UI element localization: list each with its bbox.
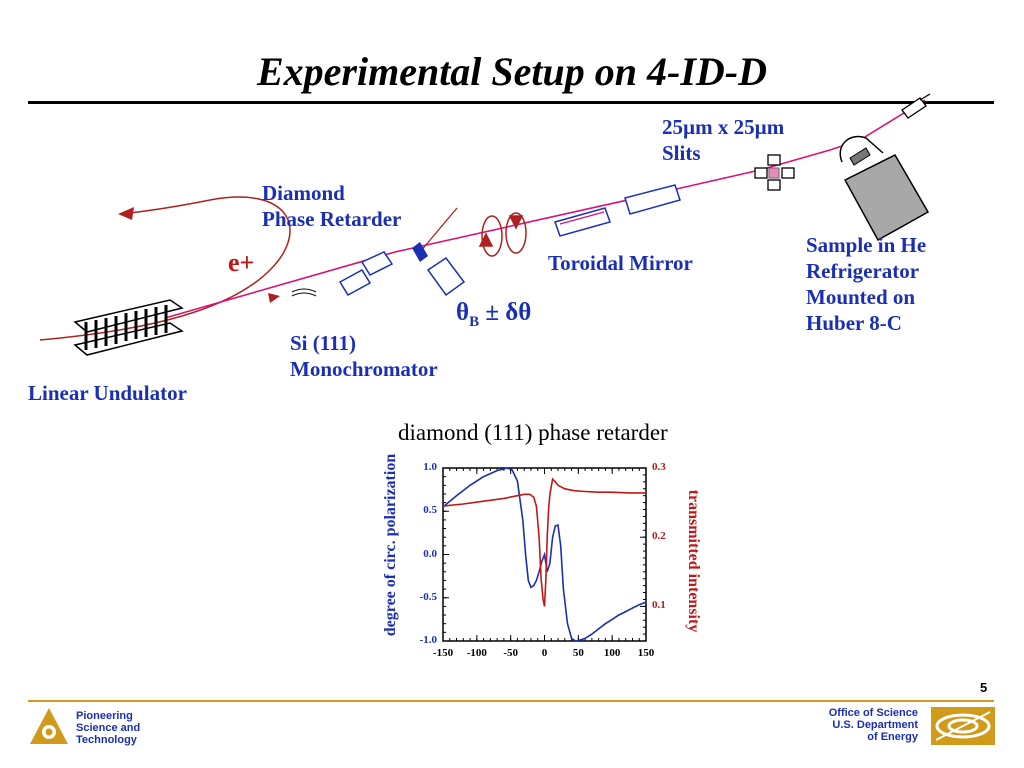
x-tick-label: 50 — [572, 647, 584, 659]
y-tick-label-right: 0.2 — [652, 530, 666, 543]
sample-label-line4: Huber 8-C — [806, 311, 902, 335]
beamline-diagram — [39, 93, 931, 356]
orbit-arrow-tip — [118, 207, 134, 220]
series-circular-polarization — [442, 467, 647, 642]
undulator-icon — [73, 299, 184, 356]
theta-symbol: θ — [456, 299, 470, 326]
slits-icon — [754, 154, 795, 191]
footer-left-line1: Pioneering — [76, 710, 133, 722]
y-tick-label-left: 0.5 — [423, 504, 437, 517]
y-tick-label-left: 0.0 — [423, 547, 437, 560]
positron-label: e+ — [228, 248, 255, 277]
y-tick-label-right: 0.1 — [652, 599, 666, 612]
argonne-logo-icon — [30, 708, 68, 744]
diamond-crystal-icon — [412, 242, 428, 262]
x-tick-label: 0 — [541, 647, 548, 659]
footer-right-text: Office of Science U.S. Department of Ene… — [818, 707, 918, 743]
chart-ylabel-left: degree of circ. polarization — [382, 453, 399, 637]
retarder-detector-icon — [426, 256, 466, 297]
monochromator-crystals-icon — [338, 251, 394, 296]
footer-left-line2: Science and — [76, 722, 141, 734]
undulator-label: Linear Undulator — [28, 381, 187, 405]
x-tick-label: -50 — [503, 647, 518, 659]
sample-label-line2: Refrigerator — [806, 259, 920, 283]
page-number: 5 — [980, 680, 988, 695]
chart-tick-marks — [442, 467, 647, 642]
detector-icon — [901, 93, 931, 119]
x-tick-label: -150 — [432, 647, 454, 659]
si-label-line1: Si (111) — [290, 331, 356, 355]
y-tick-label-left: -1.0 — [419, 634, 437, 646]
refrigerator-icon — [839, 135, 930, 242]
x-tick-label: 150 — [637, 647, 655, 659]
retarder-pointer — [419, 207, 458, 253]
y-tick-label-left: -0.5 — [419, 590, 437, 603]
series-transmitted-intensity — [442, 477, 646, 607]
footer-right-line1: Office of Science — [828, 707, 918, 719]
page-title: Experimental Setup on 4-ID-D — [256, 49, 768, 94]
circular-polarization-icon — [478, 212, 527, 257]
footer-right-line2: U.S. Department — [832, 719, 918, 731]
si-label-line2: Monochromator — [290, 357, 438, 381]
orbit-arrow-mid — [268, 293, 280, 303]
chart-ylabel-right: transmitted intensity — [685, 489, 702, 633]
bragg-angle-label: θB ± δθ — [456, 300, 531, 335]
chart-title: diamond (111) phase retarder — [398, 420, 668, 445]
x-tick-label: 100 — [603, 647, 621, 659]
footer-left-text: Pioneering Science and Technology — [76, 710, 140, 746]
slits-label-line2: Slits — [662, 141, 701, 165]
title-divider — [28, 101, 994, 104]
diamond-label-line1: Diamond — [262, 181, 345, 205]
theta-offset: ± δθ — [479, 299, 532, 326]
footer-divider — [28, 700, 994, 702]
x-tick-label: -100 — [466, 647, 487, 659]
sample-label-line1: Sample in He — [806, 233, 927, 257]
y-tick-label-left: 1.0 — [423, 461, 437, 473]
sample-label-line3: Mounted on — [806, 285, 916, 309]
toroidal-mirror-label: Toroidal Mirror — [548, 251, 693, 275]
footer-right-line3: of Energy — [867, 731, 918, 743]
theta-subscript: B — [469, 314, 480, 330]
slits-label-line1: 25µm x 25µm — [662, 115, 785, 139]
beam-divergence-icon — [291, 288, 317, 297]
diamond-label-line2: Phase Retarder — [262, 207, 402, 231]
positron-orbit — [39, 196, 291, 341]
y-tick-label-right: 0.3 — [652, 461, 666, 473]
doe-logo-icon — [931, 707, 995, 745]
toroidal-mirror-icon — [554, 184, 681, 237]
footer-left-line3: Technology — [76, 734, 137, 746]
